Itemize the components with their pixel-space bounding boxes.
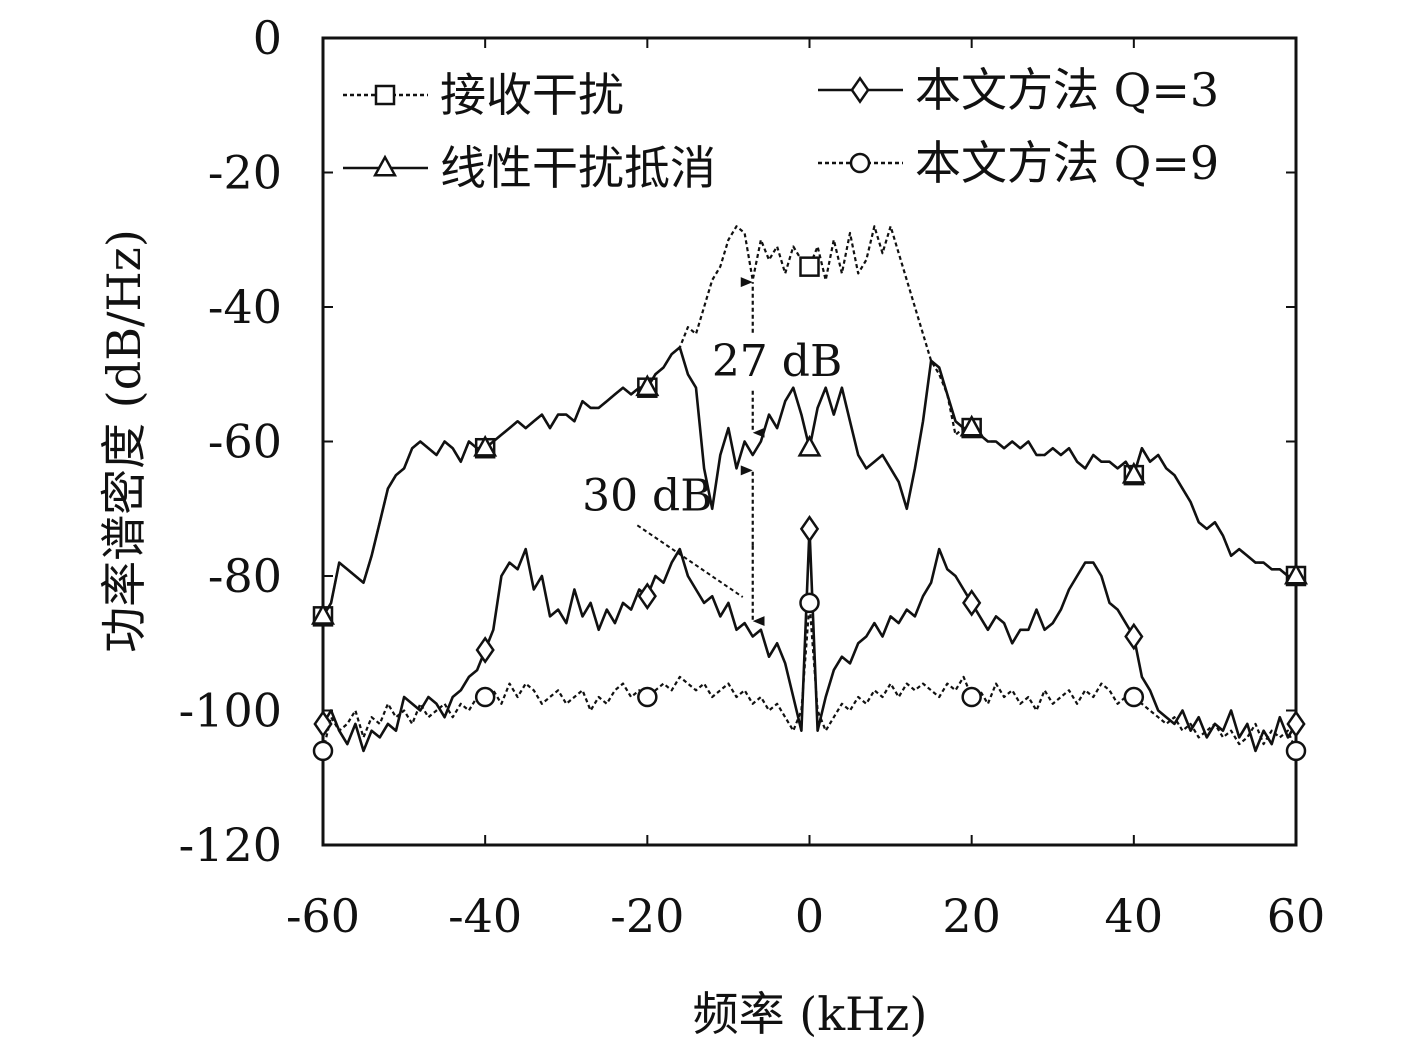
annotation-layer: 27 dB 30 dB [582,277,842,627]
y-axis-label: 功率谱密度 (dB/Hz) [97,229,151,653]
x-axis-label: 频率 (kHz) [693,987,928,1041]
x-tick-label: 0 [795,889,824,943]
y-tick-label: -120 [179,818,282,872]
circle-marker [474,686,496,708]
annotation-label: 27 dB [712,336,842,387]
series-line [321,346,1296,618]
series-4 [312,592,1307,762]
circle-marker [312,740,334,762]
circle-marker [849,152,871,174]
series-2 [310,346,1309,625]
legend-item-1: 接收干扰 [343,68,624,122]
triangle-marker [959,414,984,437]
diamond-marker [637,582,657,611]
diamond-marker [1124,622,1144,651]
x-tick-label: 60 [1267,889,1326,943]
y-tick-label: -80 [208,549,282,603]
legend-item-2: 线性干扰抵消 [343,141,716,195]
triangle-marker [797,434,822,457]
legend-label: 本文方法 Q=9 [915,136,1219,190]
diamond-marker [313,710,333,738]
legend-label: 本文方法 Q=3 [915,63,1219,117]
circle-marker [961,686,982,708]
y-tick-label: -40 [208,280,282,334]
x-tick-label: -60 [286,889,360,943]
y-tick-label: -20 [208,146,282,200]
triangle-marker [1283,562,1309,585]
axis-ticks: -60 -40 -20 0 20 40 60 0 -20 -40 -60 -80 -100 -120 [179,11,1326,943]
triangle-marker [310,602,336,625]
square-marker [799,256,820,277]
triangle-marker [372,154,398,177]
series-1 [312,225,1307,627]
x-tick-label: 20 [942,889,1001,943]
annotation-leader [636,524,744,598]
diamond-marker [850,76,870,104]
diamond-marker [475,636,495,664]
annotation-label: 30 dB [582,470,712,521]
annotation-1: 27 dB [712,277,842,438]
y-tick-label: -100 [179,684,282,738]
circle-marker [1123,686,1145,708]
x-tick-label: -20 [610,889,684,943]
series-line [321,527,1298,753]
diamond-marker [1286,710,1306,738]
annotation-2: 30 dB [582,465,765,627]
legend-item-4: 本文方法 Q=9 [818,136,1219,190]
y-tick-label: -60 [208,415,282,469]
triangle-marker [1121,461,1146,484]
legend-label: 线性干扰抵消 [440,141,716,195]
circle-marker [637,686,658,708]
triangle-marker [635,374,660,397]
x-tick-label: 40 [1105,889,1164,943]
triangle-marker [473,434,498,457]
diamond-marker [799,515,820,543]
square-marker [374,84,396,106]
x-tick-label: -40 [448,889,522,943]
series-3 [313,515,1306,753]
circle-marker [1285,740,1307,762]
circle-marker [799,592,820,614]
y-tick-label: 0 [253,11,282,65]
series-layer [310,225,1309,762]
diamond-marker [962,589,982,617]
legend-item-3: 本文方法 Q=3 [818,63,1219,117]
legend-label: 接收干扰 [440,68,624,122]
